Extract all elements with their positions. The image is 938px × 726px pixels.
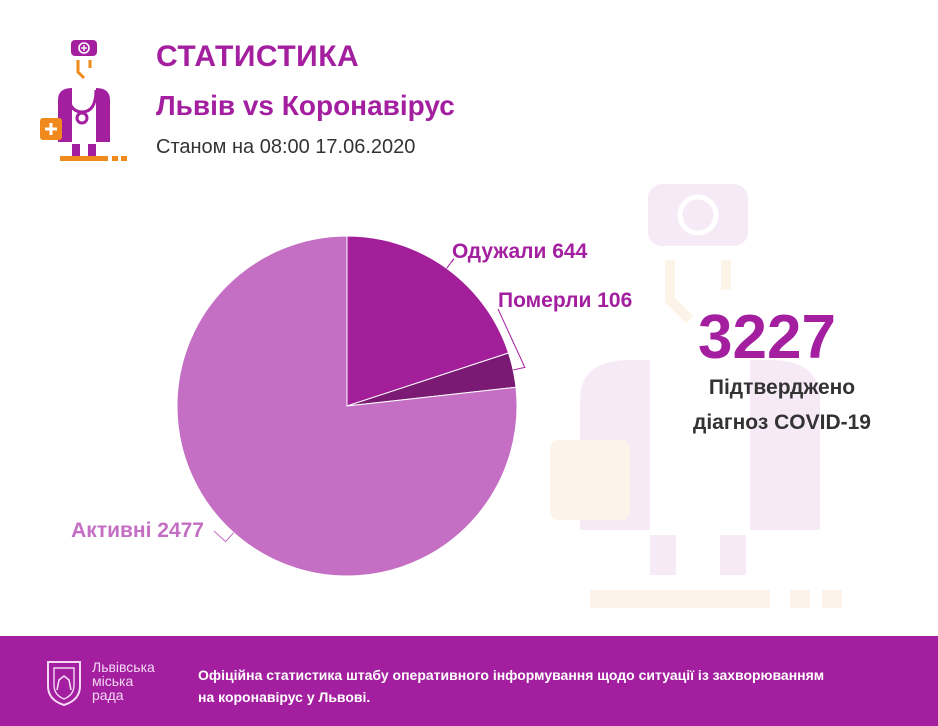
- confirmed-count: 3227: [698, 303, 836, 372]
- pie-label-1: Одужали 644: [452, 240, 588, 263]
- report-date: Станом на 08:00 17.06.2020: [156, 136, 416, 158]
- pie-label-2: Померли 106: [498, 289, 632, 312]
- footer: Львівська міська рада Офіційна статистик…: [0, 636, 938, 726]
- confirmed-label-line1: Підтверджено: [708, 376, 856, 399]
- pie-label-3: Активні 2477: [71, 519, 204, 542]
- lviv-crest-icon: [47, 661, 81, 707]
- pie-leader-2: [497, 308, 526, 371]
- footer-text: Офіційна статистика штабу оперативного і…: [198, 667, 825, 705]
- city-council-name: Львівська міська рада: [92, 659, 155, 703]
- confirmed-label-line2: діагноз COVID-19: [693, 411, 871, 434]
- page-title: СТАТИСТИКА: [156, 40, 360, 73]
- pie-leader-1: [446, 258, 455, 269]
- page-subtitle: Львів vs Коронавірус: [156, 90, 455, 121]
- doctor-logo-icon: [40, 40, 127, 161]
- pie-chart: Одужали 644 Померли 106 Активні 2477: [71, 235, 632, 577]
- confirmed-label: Підтверджено діагноз COVID-19: [662, 370, 902, 440]
- doctor-watermark-icon: [550, 184, 842, 608]
- pie-leader-3: [213, 530, 234, 543]
